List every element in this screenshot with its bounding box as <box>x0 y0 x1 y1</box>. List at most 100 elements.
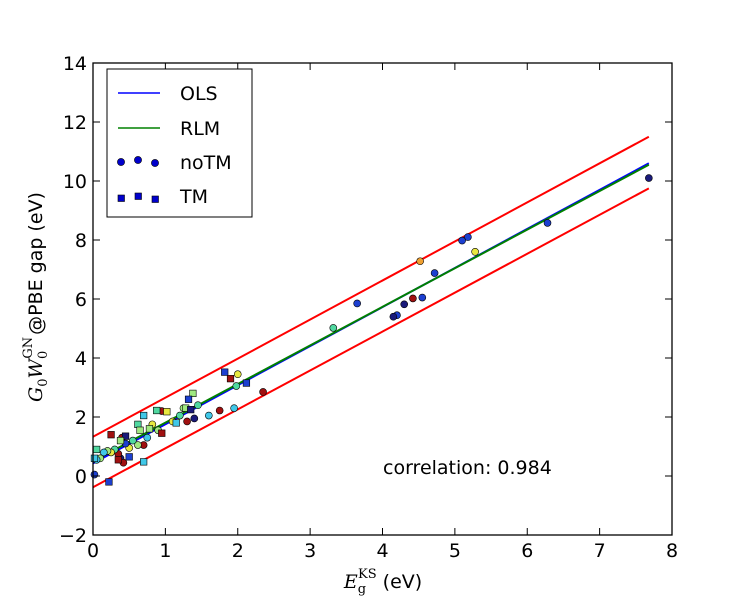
point-notm-1 <box>543 219 552 227</box>
point-notm-44 <box>90 470 99 479</box>
y-tick-label-8: 8 <box>75 230 87 252</box>
point-tm-9 <box>158 429 166 437</box>
x-tick-label-2: 2 <box>232 540 244 562</box>
point-tm-17 <box>121 432 130 440</box>
point-notm-0 <box>645 174 653 182</box>
point-notm-7 <box>418 293 427 302</box>
y-tick-label--2: −2 <box>59 525 87 547</box>
point-notm-21 <box>190 414 199 423</box>
point-tm-21 <box>114 456 122 464</box>
point-tm-23 <box>90 454 99 462</box>
legend-notm-marker-2 <box>134 156 142 164</box>
x-axis-label: EgKS (eV) <box>343 567 422 597</box>
y-tick-label-4: 4 <box>75 348 87 370</box>
point-notm-31 <box>134 441 142 449</box>
x-tick-label-0: 0 <box>87 540 99 562</box>
y-axis-label: G0W0GN@PBE gap (eV) <box>21 192 51 402</box>
point-notm-12 <box>353 299 361 308</box>
y-label-g: G <box>25 387 47 402</box>
point-tm-6 <box>187 406 195 414</box>
legend-tm-marker-3 <box>151 195 159 203</box>
point-tm-20 <box>105 478 113 486</box>
legend-label-notm: noTM <box>180 152 232 174</box>
legend-swatch-tm <box>117 192 159 203</box>
x-tick-label-4: 4 <box>376 540 388 562</box>
point-notm-3 <box>464 233 472 241</box>
point-notm-19 <box>205 411 213 420</box>
point-tm-11 <box>145 425 154 433</box>
x-label-base: E <box>343 571 358 593</box>
y-label-g-sub: 0 <box>36 378 51 386</box>
y-label-w-sub: 0 <box>36 351 51 359</box>
point-notm-24 <box>176 411 184 420</box>
point-tm-2 <box>226 375 235 383</box>
legend-label-rlm: RLM <box>180 118 220 140</box>
point-tm-8 <box>163 408 171 416</box>
axis-ticks <box>92 62 673 536</box>
legend-notm-marker-3 <box>151 159 159 167</box>
point-tm-19 <box>107 431 115 439</box>
point-tm-15 <box>140 458 148 466</box>
point-notm-18 <box>215 406 224 415</box>
point-notm-11 <box>389 312 398 321</box>
x-tick-label-1: 1 <box>159 540 171 562</box>
legend-tm-marker-2 <box>134 192 142 200</box>
point-tm-0 <box>242 379 251 387</box>
point-tm-3 <box>189 389 197 398</box>
y-label-rest: @PBE gap (eV) <box>25 192 47 335</box>
y-tick-label-6: 6 <box>75 289 87 311</box>
point-notm-9 <box>400 300 409 309</box>
point-notm-13 <box>329 324 338 332</box>
point-tm-14 <box>136 426 144 434</box>
point-notm-5 <box>416 257 424 266</box>
point-notm-29 <box>143 433 152 442</box>
point-notm-4 <box>458 236 466 245</box>
point-tm-1 <box>221 368 229 376</box>
legend-swatch-notm <box>117 156 159 167</box>
point-notm-20 <box>194 401 202 410</box>
point-notm-41 <box>100 448 108 457</box>
x-tick-label-8: 8 <box>666 540 678 562</box>
legend-frame <box>106 68 253 218</box>
x-tick-label-5: 5 <box>449 540 461 562</box>
y-tick-label-2: 2 <box>75 407 87 429</box>
point-tm-18 <box>116 436 125 445</box>
correlation-annotation: correlation: 0.984 <box>383 457 552 479</box>
point-tm-22 <box>93 445 101 454</box>
legend-notm-marker-1 <box>117 158 125 166</box>
legend-tm-marker-1 <box>117 194 125 202</box>
y-tick-label-0: 0 <box>75 466 87 488</box>
point-tm-16 <box>125 453 133 461</box>
regression-lines <box>93 135 650 489</box>
point-tm-12 <box>140 411 148 420</box>
x-tick-label-7: 7 <box>594 540 606 562</box>
point-notm-22 <box>183 417 191 426</box>
line-upper-bound <box>93 135 650 438</box>
legend-label-tm: TM <box>179 186 208 208</box>
point-tm-7 <box>172 419 180 427</box>
point-notm-32 <box>129 436 137 445</box>
point-notm-6 <box>430 269 439 277</box>
point-notm-14 <box>259 388 267 396</box>
x-label-unit: (eV) <box>383 571 423 593</box>
legend: OLS RLM noTM TM <box>106 68 253 218</box>
y-label-w-sup: GN <box>21 337 36 359</box>
x-label-sub: g <box>358 582 366 597</box>
x-tick-label-3: 3 <box>304 540 316 562</box>
y-tick-label-10: 10 <box>63 171 87 193</box>
line-rlm <box>93 163 650 463</box>
point-notm-17 <box>230 404 238 412</box>
point-notm-8 <box>409 294 417 303</box>
line-lower-bound <box>93 187 650 489</box>
x-tick-label-6: 6 <box>521 540 533 562</box>
x-label-sup: KS <box>358 567 377 582</box>
y-tick-label-14: 14 <box>63 53 87 75</box>
point-tm-4 <box>184 395 193 403</box>
legend-label-ols: OLS <box>180 83 218 105</box>
y-label-w: W <box>25 357 47 378</box>
point-notm-2 <box>471 248 479 256</box>
point-notm-16 <box>232 382 241 390</box>
point-notm-15 <box>233 370 242 379</box>
